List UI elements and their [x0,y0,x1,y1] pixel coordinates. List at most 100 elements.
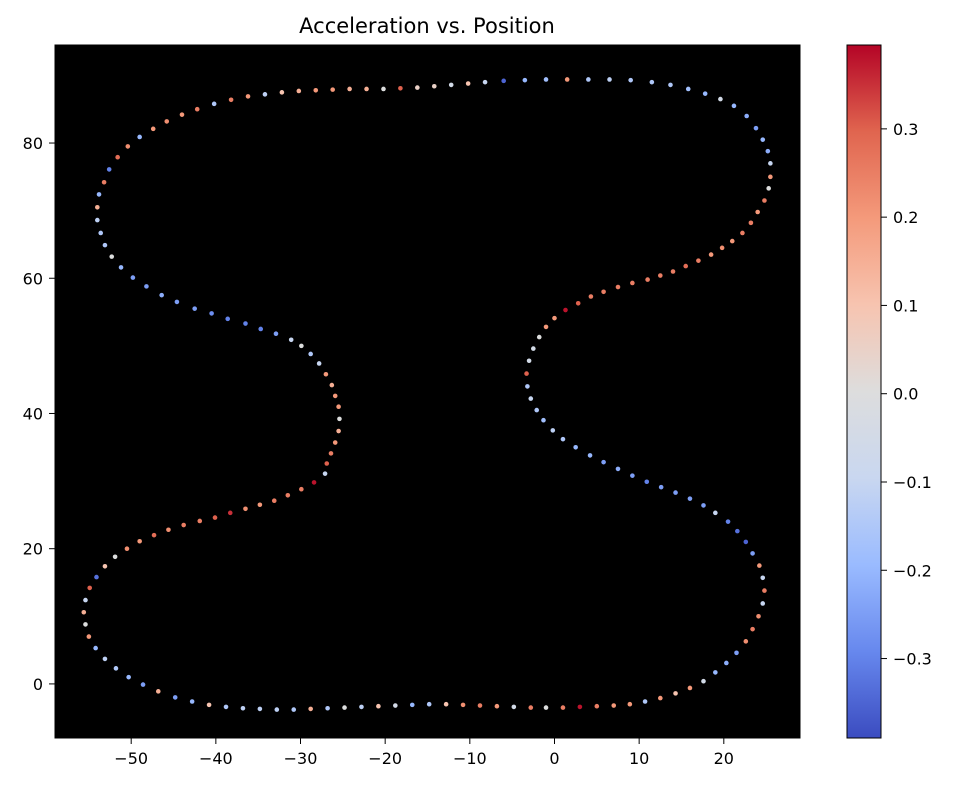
scatter-point [760,575,766,581]
scatter-point [601,459,606,465]
scatter-point [332,440,338,445]
scatter-point [768,161,773,166]
scatter-point [308,351,313,357]
scatter-point [731,103,737,109]
chart-title: Acceleration vs. Position [299,14,555,38]
scatter-point [337,416,342,422]
scatter-point [543,77,549,82]
scatter-point [113,666,119,671]
x-tick-label: 0 [549,749,559,768]
scatter-point [588,294,594,299]
scatter-point [324,461,330,466]
scatter-point [94,574,99,580]
scatter-point [725,519,731,524]
scatter-point [658,484,664,490]
scatter-point [768,174,773,180]
scatter-point [696,258,701,263]
scatter-point [719,245,725,251]
x-tick-label: −30 [284,749,318,768]
scatter-point [83,597,88,603]
scatter-point [743,639,749,644]
scatter-point [658,273,663,278]
scatter-point [615,466,621,472]
scatter-point [560,705,566,710]
scatter-point [262,92,268,97]
scatter-point [93,645,98,651]
scatter-point [166,527,171,533]
scatter-point [482,79,488,85]
scatter-point [766,186,771,191]
scatter-point [126,674,131,680]
scatter-point [734,650,739,656]
scatter-point [228,97,234,103]
scatter-point [223,704,229,710]
scatter-point [744,113,749,119]
scatter-point [271,498,277,503]
scatter-point [336,428,341,434]
colorbar-tick-label: 0.1 [893,296,918,315]
scatter-point [713,670,718,675]
scatter-point [543,324,549,330]
scatter-point [465,81,471,86]
scatter-point [415,85,420,90]
scatter-point [159,292,164,298]
x-tick-label: −20 [368,749,402,768]
scatter-point [299,343,304,349]
scatter-point [573,444,578,450]
scatter-point [750,626,755,632]
scatter-point [630,473,635,478]
scatter-point [501,78,506,84]
scatter-point [296,88,302,94]
scatter-point [227,510,233,516]
scatter-point [708,252,714,257]
scatter-point [748,220,754,226]
scatter-point [243,506,248,512]
scatter-point [760,137,766,142]
scatter-point [627,701,633,707]
scatter-point [137,134,142,140]
scatter-point [225,316,231,322]
scatter-point [670,269,676,274]
y-tick-label: 60 [23,269,43,288]
scatter-point [124,546,130,551]
scatter-point [765,148,771,154]
y-tick-label: 20 [23,540,43,559]
scatter-point [102,242,108,248]
scatter-point [273,331,279,336]
scatter-point [243,321,248,326]
scatter-point [701,503,706,508]
scatter-point [658,695,663,701]
scatter-point [206,702,212,708]
scatter-point [257,706,263,712]
colorbar-tick-label: 0.0 [893,385,918,404]
scatter-point [511,704,517,710]
scatter-point [594,703,600,709]
scatter-point [86,634,92,639]
scatter-point [564,77,570,82]
scatter-point [448,82,454,88]
colorbar-tick-label: 0.3 [893,120,918,139]
scatter-point [587,453,593,458]
scatter-point [150,126,156,132]
scatter-point [735,528,740,534]
colorbar-tick-label: 0.2 [893,208,918,227]
scatter-point [729,238,735,244]
scatter-point [541,417,546,423]
scatter-point [575,300,581,306]
colorbar-tick-label: −0.1 [893,473,932,492]
colorbar-axis: −0.3 −0.2 −0.1 0.0 0.1 0.2 0.3 [881,120,932,669]
scatter-point [718,96,723,102]
scatter-point [531,346,536,351]
scatter-point [756,614,761,619]
scatter-point [393,703,398,708]
scatter-point [211,101,217,107]
scatter-point [144,284,149,289]
scatter-point [762,198,767,203]
scatter-point [130,275,136,280]
colorbar-tick-label: −0.3 [893,650,932,669]
scatter-point [83,622,88,627]
scatter-point [299,486,304,492]
scatter-point [702,91,708,96]
scatter-point [740,230,745,236]
